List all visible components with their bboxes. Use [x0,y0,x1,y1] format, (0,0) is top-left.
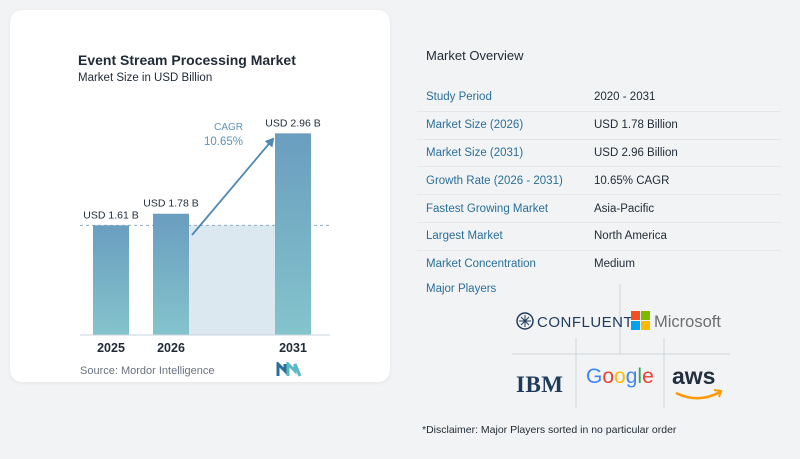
bar-2026 [153,213,189,335]
table-row: Market Size (2026) USD 1.78 Billion [417,110,781,140]
microsoft-wordmark: Microsoft [654,313,721,331]
google-logo: Google [586,365,654,388]
row-key: Market Size (2031) [417,138,594,167]
row-value: Asia-Pacific [594,194,781,223]
table-row: Growth Rate (2026 - 2031) 10.65% CAGR [417,166,781,195]
aws-logo: aws [672,363,723,400]
confluent-logo: CONFLUENT [516,312,633,331]
microsoft-logo: Microsoft [631,311,721,331]
disclaimer: *Disclaimer: Major Players sorted in no … [422,424,677,436]
aws-smile-icon [713,389,723,398]
confluent-icon [519,315,531,327]
microsoft-icon [631,321,640,330]
x-tick-label-2025: 2025 [97,341,125,355]
row-value: 2020 - 2031 [594,91,656,104]
confluent-wordmark: CONFLUENT [537,314,633,331]
row-value: Medium [594,249,781,278]
table-row: Fastest Growing Market Asia-Pacific [417,194,781,223]
row-value: USD 1.78 Billion [594,110,781,140]
bar-2031 [275,133,311,335]
google-wordmark: Google [586,365,654,388]
row-key: Study Period [426,91,492,104]
chart-title: Event Stream Processing Market [78,52,296,68]
row-value: 10.65% CAGR [594,166,781,195]
aws-wordmark: aws [672,363,715,389]
bar-2025 [93,225,129,335]
chart-subtitle: Market Size in USD Billion [78,72,213,84]
row-key: Largest Market [417,221,594,251]
table-row: Study Period 2020 - 2031 [417,84,781,111]
cagr-arrow [191,137,275,236]
market-overview-table: Study Period 2020 - 2031 Market Size (202… [417,84,781,278]
aws-smile-icon [675,390,721,400]
confluent-icon [516,312,534,330]
table-row: Largest Market North America [417,221,781,251]
data-label-2031: USD 2.96 B [265,117,320,129]
microsoft-icon [641,311,650,320]
row-key: Market Concentration [417,249,594,278]
data-label-2026: USD 1.78 B [143,198,198,210]
bar-chart: USD 1.61 B 2025 USD 1.78 B 2026 USD 2.96 B 20… [80,117,330,355]
table-row: Market Size (2031) USD 2.96 Billion [417,138,781,167]
row-key: Market Size (2026) [417,110,594,140]
row-value: North America [594,221,781,251]
cagr-value: 10.65% [204,136,243,148]
source-note: Source: Mordor Intelligence [80,365,215,377]
x-tick-label-2026: 2026 [157,341,185,355]
row-key: Growth Rate (2026 - 2031) [417,166,594,195]
major-players-logos: CONFLUENT Microsoft IBM Google aws [512,284,730,408]
mordor-intelligence-logo-icon [276,362,302,377]
market-overview-title: Market Overview [426,48,524,63]
row-value: USD 2.96 Billion [594,138,781,167]
major-players-label: Major Players [426,283,497,295]
growth-highlight-area [189,225,275,335]
table-row: Market Concentration Medium [417,249,781,278]
ibm-logo: IBM [516,372,564,397]
microsoft-icon [631,311,640,320]
x-tick-label-2031: 2031 [279,341,307,355]
microsoft-icon [641,321,650,330]
data-label-2025: USD 1.61 B [83,209,138,221]
cagr-label: CAGR [214,122,243,133]
row-key: Fastest Growing Market [417,194,594,223]
